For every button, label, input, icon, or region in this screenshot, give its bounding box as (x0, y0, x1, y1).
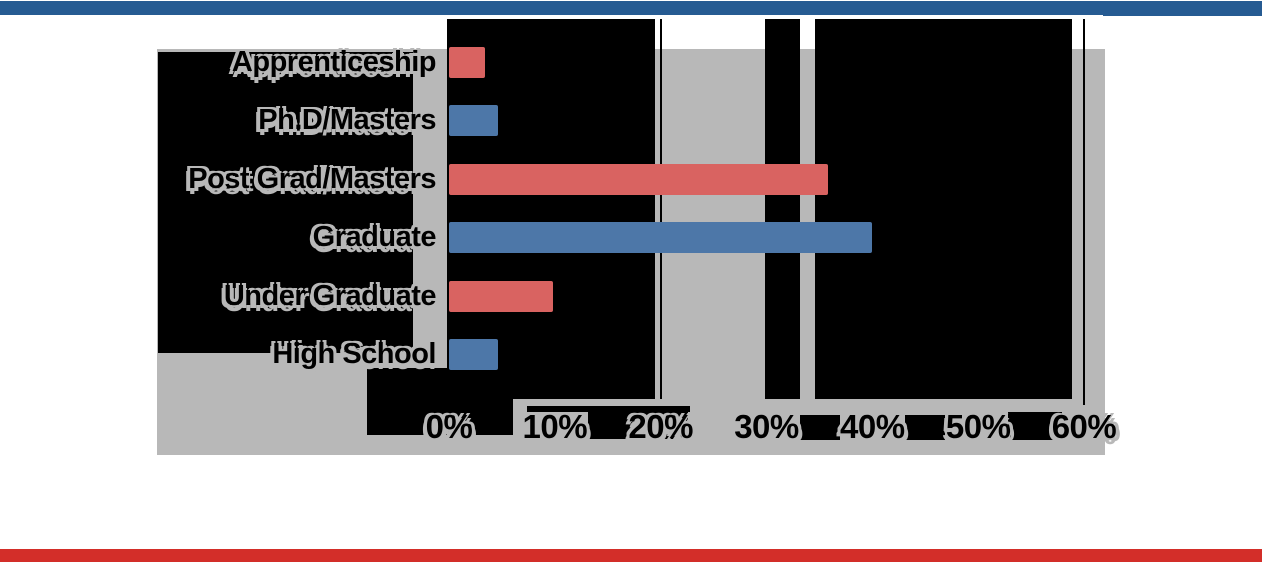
bar-graduate (449, 222, 872, 254)
bar-apprenticeship (449, 47, 485, 78)
x-tick-label-40: 40% (840, 408, 905, 445)
x-tick-label-20: 20% (628, 408, 693, 445)
category-label-high-school: High School (272, 338, 436, 370)
bar-ph-d-masters (449, 105, 498, 137)
black-region-plot-right (815, 19, 1072, 399)
category-label-graduate: Graduate (312, 221, 437, 254)
x-tick-label-0: 0% (425, 408, 473, 445)
black-region-plot-mid (766, 19, 800, 399)
category-label-under-graduate: Under Graduate (223, 279, 437, 312)
bar-under-graduate (449, 280, 553, 312)
category-label-ph-d-masters: Ph.D/Masters (258, 104, 436, 137)
black-patch (905, 415, 945, 440)
black-region-plot-left (447, 19, 655, 399)
x-tick-label-60: 60% (1051, 408, 1117, 445)
black-patch (800, 415, 840, 440)
gridline-50% (977, 19, 980, 399)
bar-post-grad-masters (449, 163, 828, 195)
gridline-0% (448, 19, 450, 399)
x-tick-label-30: 30% (734, 408, 799, 445)
bar-high-school (449, 339, 498, 370)
gridline-40% (871, 19, 874, 399)
gridline-60% (1082, 19, 1085, 405)
header-stripe-right-segment (1103, 1, 1262, 16)
category-label-apprenticeship: Apprenticeship (231, 46, 437, 78)
x-tick-label-10: 10% (522, 408, 588, 445)
category-label-post-grad-masters: Post Grad/Masters (188, 162, 436, 195)
footer-stripe (0, 549, 1262, 562)
gridline-30% (765, 19, 768, 399)
black-region-label-area (158, 52, 413, 353)
header-stripe (0, 1, 1262, 15)
gridline-10% (553, 19, 556, 399)
black-patch (588, 406, 688, 439)
gridline-20% (659, 19, 662, 399)
black-patch (1008, 412, 1062, 440)
x-tick-label-50: 50% (945, 408, 1011, 445)
